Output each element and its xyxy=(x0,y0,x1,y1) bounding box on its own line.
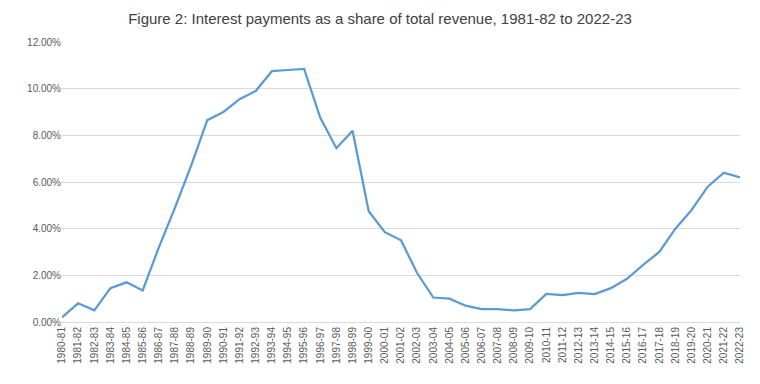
svg-text:2020-21: 2020-21 xyxy=(702,327,713,364)
svg-text:1988-89: 1988-89 xyxy=(185,327,196,364)
svg-text:1990-91: 1990-91 xyxy=(218,327,229,364)
svg-text:1993-94: 1993-94 xyxy=(266,327,277,364)
svg-text:2011-12: 2011-12 xyxy=(557,327,568,363)
svg-text:1987-88: 1987-88 xyxy=(169,327,180,364)
svg-text:1991-92: 1991-92 xyxy=(234,327,245,364)
svg-text:2018-19: 2018-19 xyxy=(670,327,681,364)
svg-text:1989-90: 1989-90 xyxy=(202,327,213,364)
svg-text:0.00%: 0.00% xyxy=(33,317,61,328)
svg-text:4.00%: 4.00% xyxy=(33,223,61,234)
svg-text:2022-23: 2022-23 xyxy=(734,327,745,364)
svg-text:2021-22: 2021-22 xyxy=(718,327,729,364)
svg-text:1983-84: 1983-84 xyxy=(105,327,116,364)
svg-text:2001-02: 2001-02 xyxy=(395,327,406,364)
svg-text:2009-10: 2009-10 xyxy=(524,327,535,364)
svg-text:8.00%: 8.00% xyxy=(33,130,61,141)
svg-text:1981-82: 1981-82 xyxy=(72,327,83,364)
svg-text:2015-16: 2015-16 xyxy=(621,327,632,364)
svg-text:2019-20: 2019-20 xyxy=(686,327,697,364)
svg-text:1996-97: 1996-97 xyxy=(315,327,326,364)
svg-text:1998-99: 1998-99 xyxy=(347,327,358,364)
svg-text:2010-11: 2010-11 xyxy=(541,327,552,363)
svg-text:1992-93: 1992-93 xyxy=(250,327,261,364)
svg-text:2016-17: 2016-17 xyxy=(637,327,648,364)
svg-text:1982-83: 1982-83 xyxy=(89,327,100,364)
svg-text:1984-85: 1984-85 xyxy=(121,327,132,364)
svg-text:1997-98: 1997-98 xyxy=(331,327,342,364)
svg-text:1994-95: 1994-95 xyxy=(282,327,293,364)
svg-text:2017-18: 2017-18 xyxy=(654,327,665,364)
svg-text:2005-06: 2005-06 xyxy=(460,327,471,364)
svg-text:2004-05: 2004-05 xyxy=(444,327,455,364)
svg-text:1986-87: 1986-87 xyxy=(153,327,164,364)
svg-text:Figure 2: Interest payments as: Figure 2: Interest payments as a share o… xyxy=(128,10,632,27)
svg-text:2003-04: 2003-04 xyxy=(428,327,439,364)
svg-text:2012-13: 2012-13 xyxy=(573,327,584,364)
svg-text:2007-08: 2007-08 xyxy=(492,327,503,364)
svg-text:2000-01: 2000-01 xyxy=(379,327,390,364)
svg-text:1999-00: 1999-00 xyxy=(363,327,374,364)
svg-text:12.00%: 12.00% xyxy=(27,37,61,48)
svg-text:2008-09: 2008-09 xyxy=(508,327,519,364)
svg-text:2006-07: 2006-07 xyxy=(476,327,487,364)
svg-text:2013-14: 2013-14 xyxy=(589,327,600,364)
svg-text:1980-81: 1980-81 xyxy=(56,327,67,364)
svg-text:1995-96: 1995-96 xyxy=(298,327,309,364)
svg-text:1985-86: 1985-86 xyxy=(137,327,148,364)
svg-text:2014-15: 2014-15 xyxy=(605,327,616,364)
svg-text:2.00%: 2.00% xyxy=(33,270,61,281)
svg-text:10.00%: 10.00% xyxy=(27,83,61,94)
svg-text:6.00%: 6.00% xyxy=(33,177,61,188)
svg-text:2002-03: 2002-03 xyxy=(411,327,422,364)
